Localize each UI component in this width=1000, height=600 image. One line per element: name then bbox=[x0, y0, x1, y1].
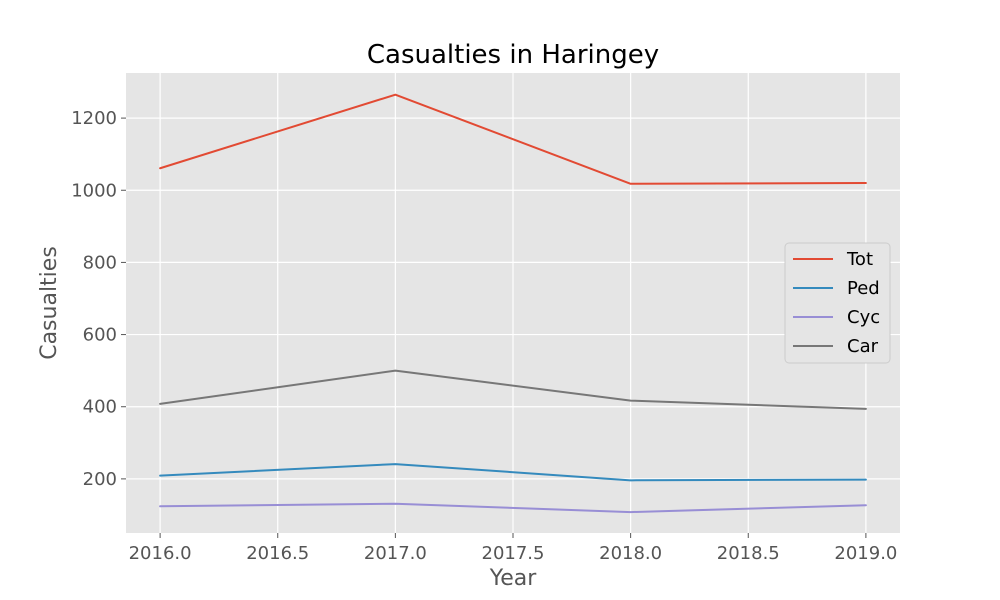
legend-label: Cyc bbox=[847, 307, 880, 328]
x-tick-label: 2017.5 bbox=[482, 543, 545, 564]
axis-ticks: 2016.0 2016.5 2017.0 2017.5 2018.0 2018.5 2019… bbox=[71, 108, 897, 564]
x-tick-label: 2016.5 bbox=[246, 543, 309, 564]
x-tick-label: 2019.0 bbox=[834, 543, 897, 564]
y-tick-label: 1000 bbox=[71, 180, 117, 201]
x-axis-label: Year bbox=[489, 566, 538, 591]
x-tick-label: 2016.0 bbox=[129, 543, 192, 564]
y-tick-label: 200 bbox=[83, 469, 117, 490]
legend-box bbox=[784, 242, 891, 364]
legend: Tot Ped Cyc Car bbox=[784, 242, 891, 364]
gridlines bbox=[126, 73, 900, 533]
x-tick-label: 2018.0 bbox=[599, 543, 662, 564]
legend-label: Car bbox=[847, 336, 879, 357]
series-line-tot bbox=[159, 93, 867, 185]
series-line-car bbox=[159, 369, 867, 410]
legend-label: Tot bbox=[846, 249, 873, 270]
series-line-cyc bbox=[159, 502, 867, 514]
x-tick-label: 2018.5 bbox=[717, 543, 780, 564]
series-line-ped bbox=[159, 463, 867, 482]
series-lines bbox=[159, 93, 867, 514]
legend-label: Ped bbox=[847, 278, 880, 299]
y-axis-label: Casualties bbox=[37, 246, 62, 360]
chart-title: Casualties in Haringey bbox=[367, 40, 659, 70]
y-tick-label: 1200 bbox=[71, 108, 117, 129]
x-tick-label: 2017.0 bbox=[364, 543, 427, 564]
y-tick-label: 600 bbox=[83, 325, 117, 346]
y-tick-label: 800 bbox=[83, 252, 117, 273]
y-tick-label: 400 bbox=[83, 397, 117, 418]
